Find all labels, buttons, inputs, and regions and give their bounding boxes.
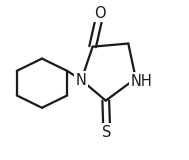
- Text: O: O: [94, 6, 106, 21]
- Text: NH: NH: [131, 74, 153, 89]
- Text: S: S: [102, 125, 111, 140]
- Text: N: N: [76, 72, 87, 88]
